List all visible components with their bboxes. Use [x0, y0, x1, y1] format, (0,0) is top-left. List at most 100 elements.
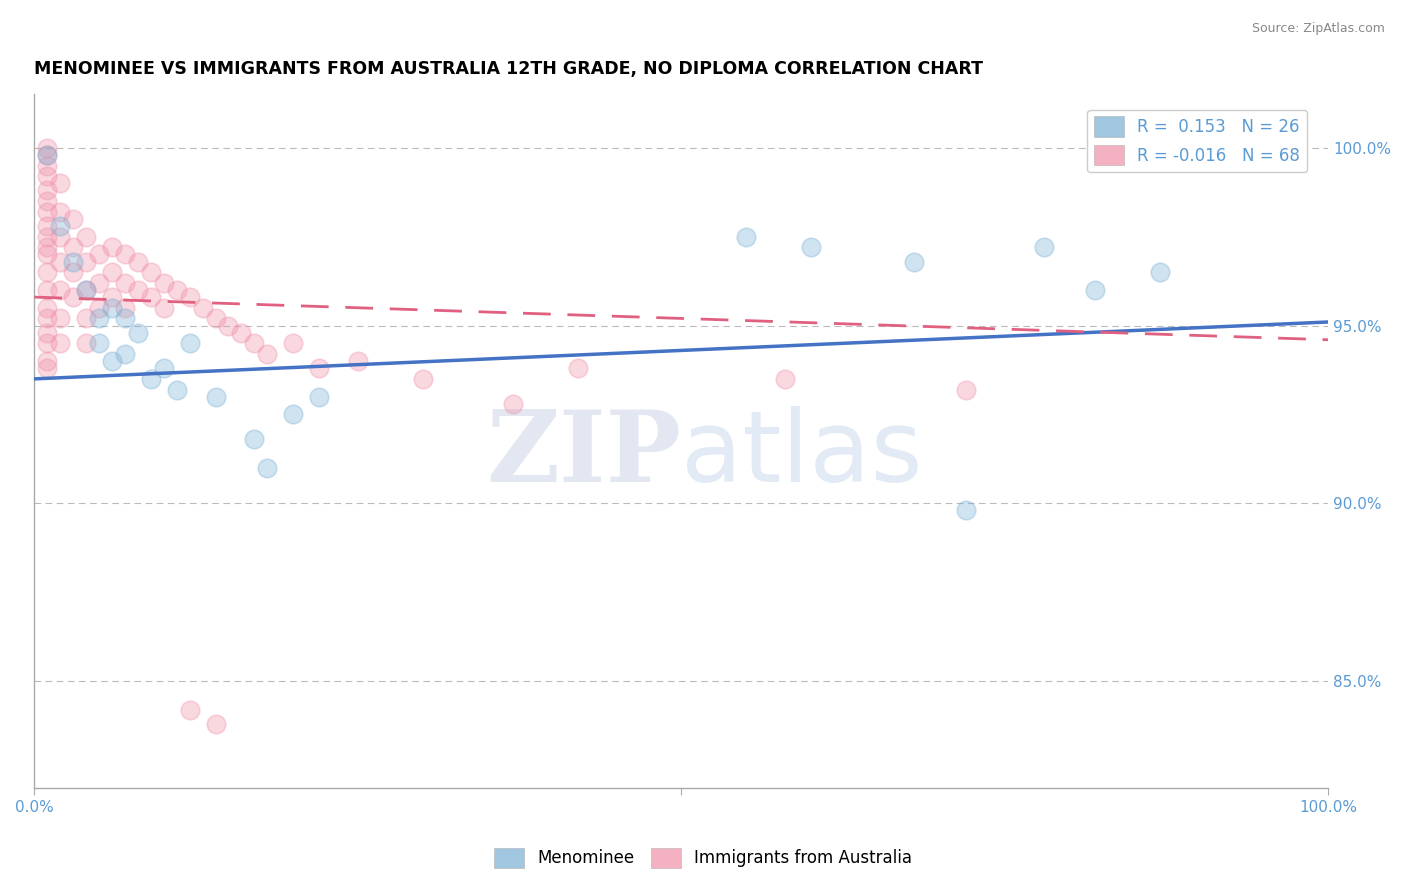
Text: ZIP: ZIP — [486, 407, 682, 503]
Point — [166, 283, 188, 297]
Point — [179, 336, 201, 351]
Point — [1149, 265, 1171, 279]
Point — [256, 347, 278, 361]
Point — [308, 361, 330, 376]
Point — [179, 290, 201, 304]
Point — [152, 301, 174, 315]
Point — [1084, 283, 1107, 297]
Point — [62, 290, 84, 304]
Point — [62, 211, 84, 226]
Point — [127, 254, 149, 268]
Point — [49, 177, 72, 191]
Point — [735, 229, 758, 244]
Point — [101, 354, 124, 368]
Point — [37, 361, 59, 376]
Point — [49, 311, 72, 326]
Point — [37, 194, 59, 208]
Point — [75, 336, 97, 351]
Point — [955, 383, 977, 397]
Point — [101, 290, 124, 304]
Point — [204, 311, 226, 326]
Point — [281, 408, 304, 422]
Point — [114, 276, 136, 290]
Point — [204, 716, 226, 731]
Point — [502, 397, 524, 411]
Point — [101, 301, 124, 315]
Point — [139, 372, 162, 386]
Point — [37, 301, 59, 315]
Point — [75, 311, 97, 326]
Point — [256, 460, 278, 475]
Point — [243, 336, 266, 351]
Point — [49, 336, 72, 351]
Point — [800, 240, 823, 254]
Point — [62, 240, 84, 254]
Point — [87, 276, 110, 290]
Point — [37, 247, 59, 261]
Point — [62, 265, 84, 279]
Text: Source: ZipAtlas.com: Source: ZipAtlas.com — [1251, 22, 1385, 36]
Legend: Menominee, Immigrants from Australia: Menominee, Immigrants from Australia — [486, 841, 920, 875]
Point — [139, 290, 162, 304]
Point — [75, 254, 97, 268]
Point — [1032, 240, 1054, 254]
Point — [37, 141, 59, 155]
Point — [87, 301, 110, 315]
Point — [37, 311, 59, 326]
Point — [37, 229, 59, 244]
Point — [37, 265, 59, 279]
Point — [139, 265, 162, 279]
Point — [62, 254, 84, 268]
Point — [152, 276, 174, 290]
Point — [955, 503, 977, 517]
Point — [37, 204, 59, 219]
Point — [114, 311, 136, 326]
Point — [37, 240, 59, 254]
Point — [127, 283, 149, 297]
Point — [114, 301, 136, 315]
Point — [75, 283, 97, 297]
Point — [37, 148, 59, 162]
Point — [346, 354, 368, 368]
Legend: R =  0.153   N = 26, R = -0.016   N = 68: R = 0.153 N = 26, R = -0.016 N = 68 — [1087, 110, 1306, 172]
Text: atlas: atlas — [682, 407, 922, 503]
Point — [101, 265, 124, 279]
Point — [127, 326, 149, 340]
Point — [37, 183, 59, 197]
Point — [567, 361, 589, 376]
Point — [412, 372, 434, 386]
Point — [49, 254, 72, 268]
Point — [49, 204, 72, 219]
Point — [114, 347, 136, 361]
Point — [75, 229, 97, 244]
Point — [49, 229, 72, 244]
Point — [49, 283, 72, 297]
Point — [37, 148, 59, 162]
Point — [37, 169, 59, 184]
Text: MENOMINEE VS IMMIGRANTS FROM AUSTRALIA 12TH GRADE, NO DIPLOMA CORRELATION CHART: MENOMINEE VS IMMIGRANTS FROM AUSTRALIA 1… — [34, 60, 983, 78]
Point — [37, 159, 59, 173]
Point — [217, 318, 239, 333]
Point — [37, 219, 59, 233]
Point — [243, 433, 266, 447]
Point — [204, 390, 226, 404]
Point — [49, 219, 72, 233]
Point — [37, 326, 59, 340]
Point — [903, 254, 925, 268]
Point — [179, 702, 201, 716]
Point — [87, 247, 110, 261]
Point — [87, 311, 110, 326]
Point — [101, 240, 124, 254]
Point — [281, 336, 304, 351]
Point — [114, 247, 136, 261]
Point — [231, 326, 253, 340]
Point — [87, 336, 110, 351]
Point — [75, 283, 97, 297]
Point — [166, 383, 188, 397]
Point — [152, 361, 174, 376]
Point — [191, 301, 214, 315]
Point — [308, 390, 330, 404]
Point — [37, 283, 59, 297]
Point — [37, 336, 59, 351]
Point — [37, 354, 59, 368]
